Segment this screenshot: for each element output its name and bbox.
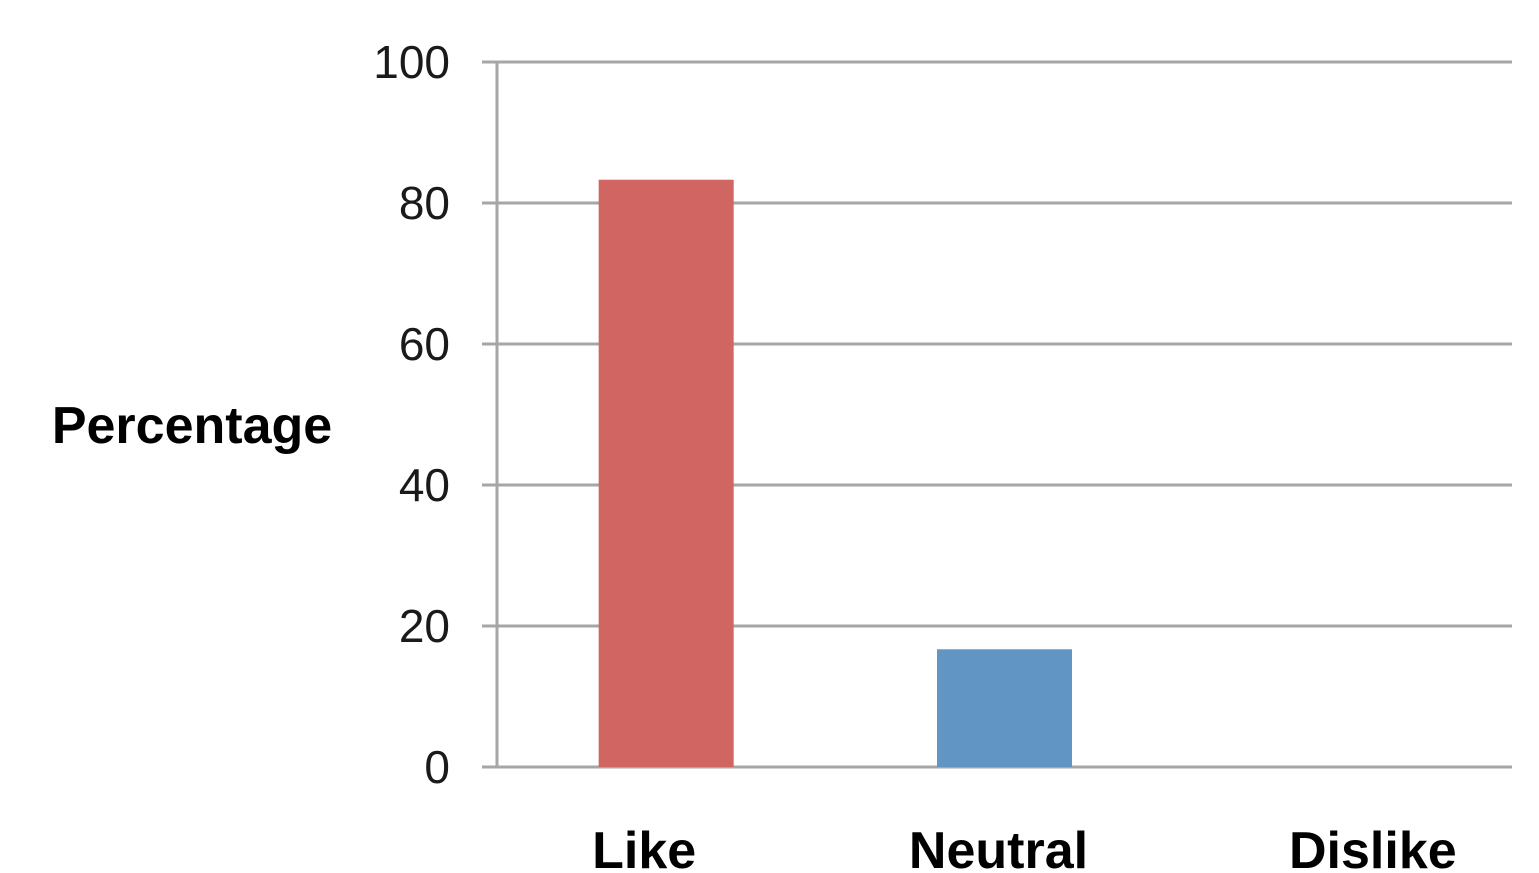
y-tick-label-80: 80 [399, 177, 450, 229]
y-tick-label-0: 0 [424, 741, 450, 793]
y-tick-labels: 0 20 40 60 80 100 [373, 36, 450, 793]
y-tick-label-20: 20 [399, 600, 450, 652]
x-category-label-neutral: Neutral [909, 822, 1088, 873]
x-category-label-dislike: Dislike [1289, 822, 1457, 873]
y-tick-label-40: 40 [399, 459, 450, 511]
bar-neutral [937, 649, 1072, 767]
x-category-labels: Like Neutral Dislike [592, 822, 1457, 873]
y-tick-label-100: 100 [373, 36, 450, 88]
y-axis-title: Percentage [52, 397, 332, 455]
x-category-label-like: Like [592, 822, 696, 873]
y-tick-label-60: 60 [399, 318, 450, 370]
bar-like [598, 179, 734, 768]
bars [598, 179, 1072, 768]
